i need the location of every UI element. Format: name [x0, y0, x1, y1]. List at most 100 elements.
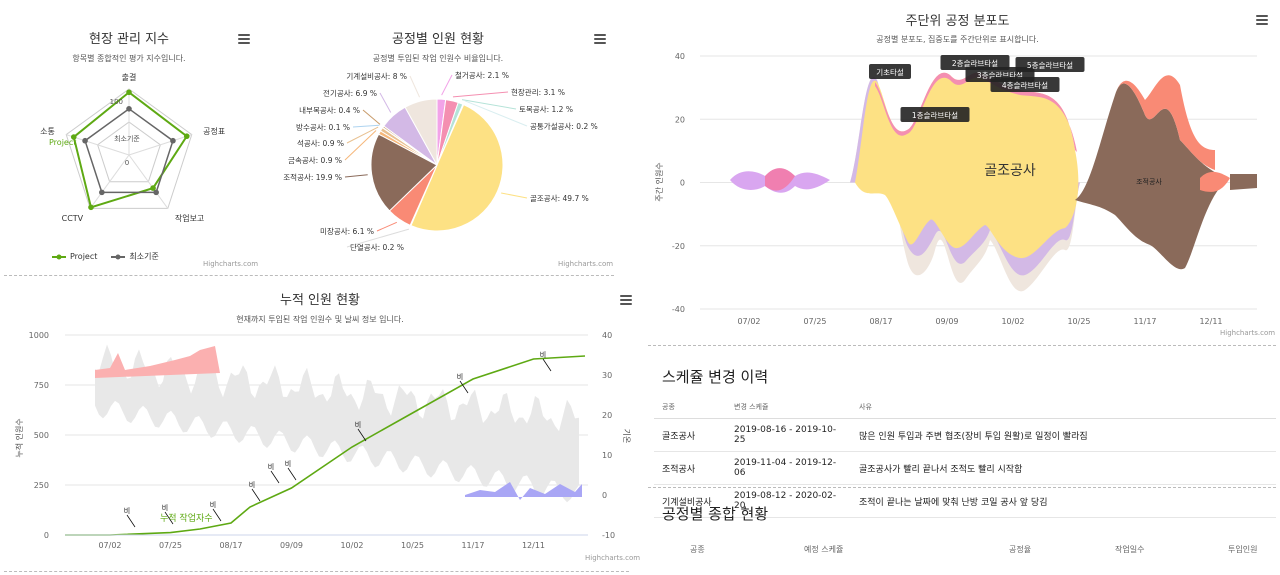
table-cell: 2019-08-16 - 2019-10-25 [726, 418, 851, 452]
stream-x-tick: 07/02 [737, 317, 760, 326]
stream-chart: -40 -20 0 20 40 07/02 07/25 08/17 09/09 10/02 10/2… [654, 52, 1257, 326]
pie-subtitle: 공정별 투입된 작업 인원수 비율입니다. [372, 54, 504, 63]
pie-panel: 공정별 인원 현황 공정별 투입된 작업 인원수 비율입니다. 철거공사: 2.… [268, 0, 613, 272]
stream-subtitle: 공정별 분포도, 집중도를 주간단위로 표시합니다. [876, 35, 1039, 44]
cumulative-axes: 0 250 500 750 1000 -10 0 10 20 30 40 07/02 07/25 08/1… [29, 331, 615, 550]
radar-grid-ring [65, 88, 193, 209]
stream-area-frame [855, 72, 1079, 259]
radar-menu-icon[interactable] [238, 34, 250, 44]
stream-area-plaster-tail [1200, 171, 1230, 192]
pie-credits[interactable]: Highcharts.com [558, 260, 614, 268]
radar-panel: 현장 관리 지수 항목별 종합적인 평가 지수입니다. 출결 공정표 작업보고 CCT… [0, 0, 258, 272]
stream-annotation-label: 1층슬라브타설 [912, 111, 958, 120]
radar-legend: Project 최소기준 [52, 251, 159, 262]
stream-y-tick: 0 [680, 179, 685, 188]
stream-x-tick: 07/25 [803, 317, 826, 326]
radar-series [70, 89, 190, 211]
stream-ylabel: 주간 인원수 [654, 162, 664, 201]
rain-flag-line [251, 488, 261, 502]
cumulative-x-tick: 09/09 [280, 541, 303, 550]
stream-axes: -40 -20 0 20 40 07/02 07/25 08/17 09/09 10/02 10/2… [672, 52, 1223, 326]
cumulative-y2-tick: 40 [602, 331, 612, 340]
rain-flag-line [270, 470, 280, 484]
table-cell: 2019-08-12 - 2020-02-20 [726, 484, 851, 518]
radar-point [99, 189, 105, 196]
radar-point [82, 137, 88, 144]
cumulative-x-tick: 12/11 [522, 541, 545, 550]
changes-header-cell: 공종 [654, 396, 726, 419]
rain-flag-label: 비 [124, 506, 130, 515]
pie-slice [410, 103, 504, 232]
radar-tick-label: 0 [125, 159, 129, 167]
left-bottom-divider [4, 571, 629, 572]
cumulative-y-tick: 500 [34, 431, 49, 440]
rain-flag-label: 비 [285, 459, 291, 468]
rain-flag-label: 비 [249, 480, 255, 489]
stream-y-tick: -20 [672, 242, 685, 251]
pie-menu-icon[interactable] [594, 34, 606, 44]
radar-spoke [128, 154, 169, 209]
stream-x-tick: 10/02 [1001, 317, 1024, 326]
legend-minimum[interactable]: 최소기준 [111, 251, 159, 262]
radar-spoke [66, 134, 130, 156]
pie-data-label: 전기공사: 6.9 % [323, 88, 377, 98]
stream-annotation-label: 기초타설 [876, 68, 904, 77]
rain-flag-label: 비 [210, 500, 216, 509]
stream-panel: 주단위 공정 분포도 공정별 분포도, 집중도를 주간단위로 표시합니다. -4… [645, 0, 1280, 345]
pie-data-label: 단열공사: 0.2 % [350, 242, 404, 252]
pie-slices [370, 98, 504, 232]
pie-connector [344, 174, 368, 178]
radar-axis-label: 출결 [122, 72, 137, 82]
stream-menu-icon[interactable] [1256, 15, 1268, 25]
legend-project[interactable]: Project [52, 251, 97, 262]
radar-title: 현장 관리 지수 [88, 32, 170, 47]
pie-data-label: 금속공사: 0.9 % [288, 156, 342, 165]
temperature-band [95, 344, 579, 503]
radar-point [183, 133, 190, 140]
table-row[interactable]: 기계설비공사 2019-08-12 - 2020-02-20 조적이 끝나는 날… [654, 484, 1276, 518]
stream-x-tick: 09/09 [935, 317, 958, 326]
cumulative-x-tick: 10/25 [401, 541, 424, 550]
cumulative-y2-tick: -10 [602, 531, 615, 540]
cumulative-ylabel-left: 누적 인원수 [14, 418, 24, 457]
stream-y-tick: -40 [672, 305, 685, 314]
legend-project-marker [52, 254, 66, 259]
cumulative-subtitle: 현재까지 투입된 작업 인원수 및 날씨 정보 입니다. [236, 315, 404, 324]
radar-credits[interactable]: Highcharts.com [203, 260, 259, 268]
radar-axis-label: 공정표 [203, 126, 225, 136]
cumulative-credits[interactable]: Highcharts.com [585, 554, 641, 562]
radar-point [70, 134, 77, 140]
right-divider-1 [648, 345, 1276, 346]
table-row[interactable]: 조적공사 2019-11-04 - 2019-12-06 골조공사가 빨리 끝나… [654, 451, 1276, 485]
cumulative-menu-icon[interactable] [620, 295, 632, 305]
cold-area [465, 482, 582, 500]
stream-annotation-box [990, 77, 1060, 92]
pie-connector [346, 126, 379, 144]
pie-data-label: 석공사: 0.9 % [297, 138, 344, 148]
changes-table: 공종 변경 스케쥴 사유 골조공사 2019-08-16 - 2019-10-2… [654, 396, 1276, 518]
radar-point [88, 204, 94, 211]
rain-flag-label: 비 [162, 503, 168, 512]
radar-spoke [128, 134, 192, 156]
stream-credits[interactable]: Highcharts.com [1220, 329, 1276, 337]
pie-connector [464, 100, 528, 127]
radar-tick-label: 최소기준 [114, 134, 140, 143]
pie-data-label: 방수공사: 0.1 % [296, 122, 350, 132]
cumulative-x-tick: 08/17 [219, 541, 242, 550]
cumulative-y2-tick: 30 [602, 371, 612, 380]
cumulative-y2-tick: 10 [602, 451, 612, 460]
rain-flag-line [357, 428, 367, 442]
rain-flag-line [212, 508, 222, 522]
rain-flag-label: 비 [355, 420, 361, 429]
rain-flag-line [164, 511, 174, 525]
table-row[interactable]: 골조공사 2019-08-16 - 2019-10-25 많은 인원 투입과 주… [654, 418, 1276, 452]
stream-x-tick: 11/17 [1133, 317, 1156, 326]
radar-spoke [89, 154, 130, 209]
stream-area-site-mgmt [765, 168, 795, 191]
pie-connector [452, 91, 509, 98]
